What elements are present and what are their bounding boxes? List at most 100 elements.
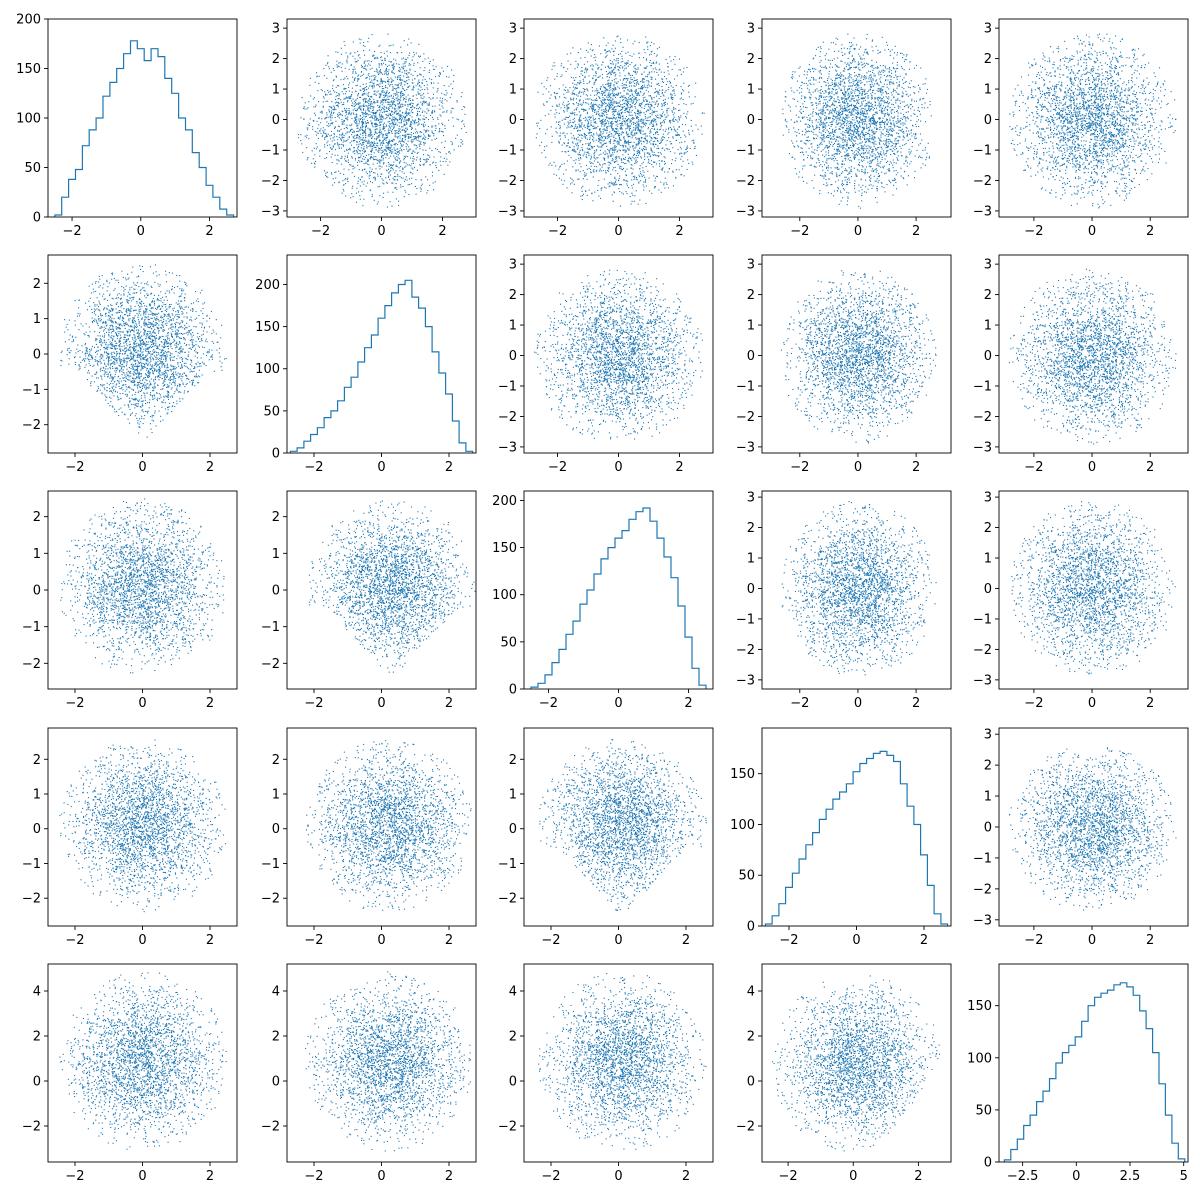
scatter-point [346, 62, 348, 64]
scatter-point [429, 156, 431, 158]
scatter-point [315, 104, 317, 106]
scatter-point [418, 137, 420, 139]
scatter-point [340, 67, 342, 69]
scatter-point [577, 130, 579, 132]
scatter-point [634, 70, 636, 72]
scatter-point [630, 90, 632, 92]
scatter-point [645, 67, 647, 69]
scatter-point [302, 151, 304, 153]
scatter-point [567, 125, 569, 127]
scatter-point [415, 132, 417, 134]
scatter-point [662, 78, 664, 80]
scatter-point [637, 123, 639, 125]
scatter-point [550, 126, 552, 128]
scatter-point [354, 78, 356, 80]
scatter-point [662, 136, 664, 138]
scatter-point [419, 84, 421, 86]
scatter-point [650, 78, 652, 80]
scatter-point [567, 100, 569, 102]
scatter-point [395, 90, 397, 92]
scatter-point [624, 68, 626, 70]
scatter-point [390, 170, 392, 172]
scatter-point [589, 48, 591, 50]
scatter-point [377, 120, 379, 122]
scatter-point [351, 112, 353, 114]
scatter-point [680, 148, 682, 150]
scatter-point [639, 140, 641, 142]
scatter-point [390, 150, 392, 152]
scatter-point [395, 104, 397, 106]
scatter-point [324, 117, 326, 119]
scatter-point [387, 83, 389, 85]
scatter-point [415, 85, 417, 87]
scatter-point [382, 98, 384, 100]
scatter-point [625, 121, 627, 123]
scatter-point [586, 147, 588, 149]
scatter-point [613, 79, 615, 81]
scatter-point [377, 57, 379, 59]
scatter-point [379, 124, 381, 126]
scatter-point [594, 109, 596, 111]
scatter-point [393, 126, 395, 128]
scatter-point [377, 105, 379, 107]
scatter-point [650, 108, 652, 110]
scatter-point [609, 96, 611, 98]
scatter-point [417, 108, 419, 110]
scatter-point [329, 147, 331, 149]
scatter-point [610, 89, 612, 91]
scatter-point [359, 143, 361, 145]
scatter-point [394, 110, 396, 112]
scatter-point [629, 107, 631, 109]
scatter-point [340, 143, 342, 145]
scatter-point [615, 124, 617, 126]
scatter-point [641, 122, 643, 124]
scatter-point [348, 86, 350, 88]
scatter-point [331, 107, 333, 109]
scatter-point [634, 112, 636, 114]
scatter-point [414, 119, 416, 121]
scatter-point [419, 89, 421, 91]
scatter-point [660, 128, 662, 130]
scatter-point [627, 143, 629, 145]
scatter-point [420, 97, 422, 99]
scatter-point [397, 152, 399, 154]
scatter-point [643, 121, 645, 123]
scatter-point [386, 206, 388, 208]
scatter-point [687, 147, 689, 149]
scatter-point [348, 84, 350, 86]
scatter-point [670, 97, 672, 99]
scatter-point [403, 117, 405, 119]
scatter-point [655, 124, 657, 126]
scatter-point [423, 126, 425, 128]
scatter-point [396, 119, 398, 121]
scatter-point [408, 118, 410, 120]
scatter-point [350, 97, 352, 99]
y-tick-label: 2 [272, 52, 280, 67]
scatter-point [388, 172, 390, 174]
scatter-point [338, 147, 340, 149]
scatter-point [577, 136, 579, 138]
scatter-point [357, 55, 359, 57]
scatter-point [391, 139, 393, 141]
scatter-point [350, 128, 352, 130]
scatter-point [381, 144, 383, 146]
scatter-point [401, 58, 403, 60]
scatter-point [592, 176, 594, 178]
scatter-point [430, 98, 432, 100]
scatter-point [401, 118, 403, 120]
scatter-point [334, 128, 336, 130]
scatter-point [374, 77, 376, 79]
scatter-point [579, 163, 581, 165]
scatter-point [550, 109, 552, 111]
scatter-point [362, 122, 364, 124]
scatter-point [652, 125, 654, 127]
scatter-point [612, 152, 614, 154]
scatter-point [410, 128, 412, 130]
scatter-point [639, 139, 641, 141]
scatter-point [380, 159, 382, 161]
scatter-point [573, 137, 575, 139]
scatter-point [618, 179, 620, 181]
scatter-point [609, 117, 611, 119]
scatter-point [574, 68, 576, 70]
scatter-point [626, 93, 628, 95]
